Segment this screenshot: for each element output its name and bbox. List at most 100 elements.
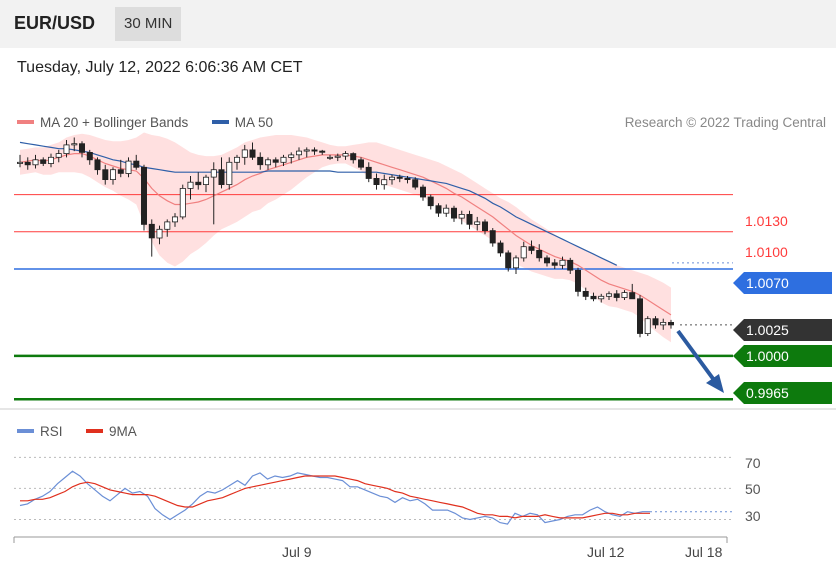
candle-44 [357,157,364,170]
ma20-swatch [17,120,34,125]
candle-body-up [179,187,186,218]
candle-body-up [621,292,628,299]
candle-body-down [40,159,47,164]
candle-body-up [520,246,527,259]
candle-body-down [412,179,419,188]
rsi-swatch [17,429,34,434]
x-label-jul12: Jul 12 [587,544,625,560]
candle-body-up [55,153,62,158]
candle-body-down [590,295,597,300]
candle-body-up [164,221,171,230]
candle-46 [373,173,380,190]
candle-6 [63,139,70,158]
candle-36 [295,147,302,160]
candle-0 [16,154,23,168]
candle-body-up [381,179,388,186]
candle-body-down [419,186,426,198]
candle-81 [644,316,651,337]
candle-82 [652,316,659,329]
candle-35 [288,152,295,164]
candle-body-up [458,213,465,219]
candle-body-down [86,151,93,161]
rsi-ma9-line [20,475,650,519]
candle-body-up [187,181,194,189]
candle-body-down [257,156,264,166]
candle-12 [110,167,117,185]
candle-40 [326,154,333,160]
candle-body-down [140,166,147,225]
candle-64 [513,255,520,274]
candle-body-down [272,159,279,163]
candle-body-up [16,161,23,164]
candle-body-down [489,230,496,244]
candle-body-down [528,246,535,251]
candle-34 [280,154,287,167]
x-label-jul9: Jul 9 [282,544,312,560]
candle-26 [218,157,225,189]
candle-body-up [48,156,55,164]
candle-66 [528,240,535,255]
candle-10 [94,157,101,175]
candle-50 [404,175,411,184]
candle-51 [412,177,419,190]
candle-59 [474,216,481,231]
candle-63 [505,250,512,272]
candle-body-down [133,160,140,168]
candle-body-up [342,153,349,157]
candle-body-up [474,221,481,225]
candle-48 [388,174,395,185]
candle-17 [148,219,155,257]
candle-58 [466,210,473,230]
candle-75 [598,293,605,303]
level-tag-1.0025: 1.0025 [746,322,789,338]
candle-body-down [24,161,31,166]
candle-13 [117,159,124,178]
candle-3 [40,157,47,167]
ma20-legend-label: MA 20 + Bollinger Bands [40,115,189,130]
candle-body-down [450,207,457,219]
rsi-tick-50: 50 [745,481,761,497]
candle-68 [544,255,551,267]
candle-32 [264,157,271,170]
ma9-swatch [86,429,104,434]
level-tag-1.0000: 1.0000 [746,348,789,364]
candle-body-down [582,290,589,297]
candle-31 [257,152,264,170]
candle-body-down [652,318,659,326]
candle-body-down [481,221,488,231]
candle-body-up [513,257,520,269]
candle-body-up [264,159,271,166]
candle-body-up [288,154,295,158]
candle-65 [520,241,527,262]
candle-body-up [233,156,240,163]
forecast-arrow [676,329,724,393]
candle-body-down [102,169,109,180]
candle-18 [156,225,163,245]
candle-body-up [660,321,667,326]
candle-body-up [63,144,70,154]
candle-9 [86,149,93,165]
candle-body-up [334,155,341,158]
candle-74 [590,292,597,302]
candle-22 [187,175,194,200]
candle-body-down [544,257,551,264]
timeframe-button[interactable]: 30 MIN [115,7,182,41]
candle-20 [171,213,178,227]
ma50-swatch [211,120,229,125]
candle-69 [551,259,558,270]
candle-41 [334,153,341,162]
candle-57 [458,210,465,225]
candle-body-down [629,292,636,300]
candle-body-up [110,169,117,180]
candle-53 [427,194,434,210]
candle-79 [629,283,636,300]
candle-55 [443,204,450,217]
candle-15 [133,154,140,170]
candle-body-up [171,216,178,223]
research-credit: Research © 2022 Trading Central [624,115,826,130]
candle-body-down [94,159,101,171]
candle-71 [567,257,574,274]
candle-body-up [388,176,395,181]
candle-21 [179,184,186,220]
level-tag-0.9965: 0.9965 [746,385,789,401]
